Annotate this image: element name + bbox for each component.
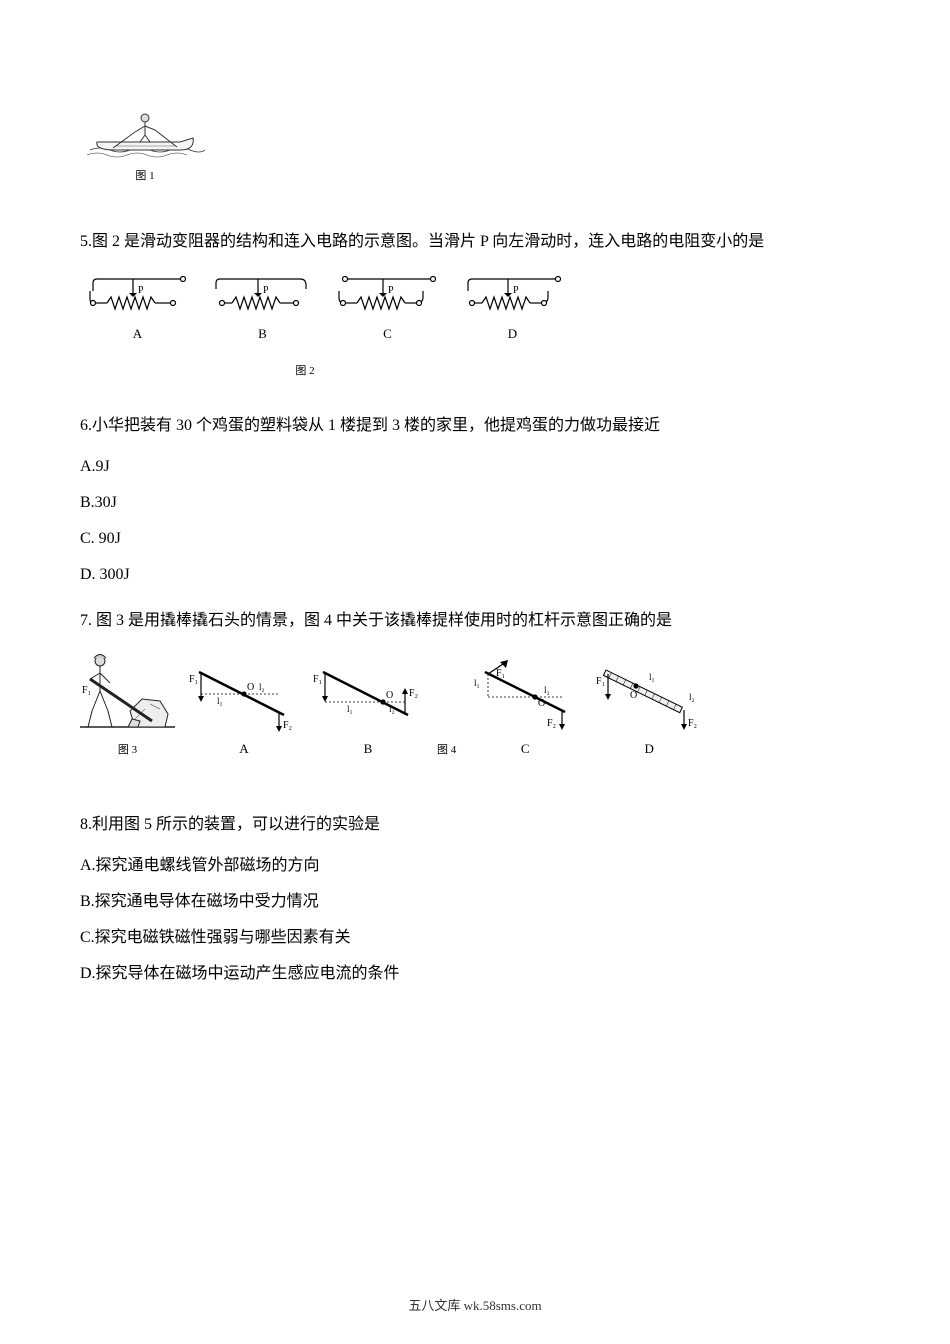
- q8-option-d: D.探究导体在磁场中运动产生感应电流的条件: [80, 958, 870, 990]
- svg-text:P: P: [513, 285, 519, 296]
- lever-d: O F₁ F₂ l₁ l₂ D: [594, 660, 704, 757]
- q7-text: 7. 图 3 是用撬棒撬石头的情景，图 4 中关于该撬棒提样使用时的杠杆示意图正…: [80, 603, 870, 638]
- lever-scene: F₁ 图 3: [80, 649, 175, 757]
- svg-text:P: P: [388, 285, 394, 296]
- label-b: B: [210, 326, 315, 342]
- rheostat-a: P A: [85, 269, 190, 342]
- svg-text:F₂: F₂: [409, 688, 418, 699]
- q6-option-c: C. 90J: [80, 523, 870, 555]
- figure-4-caption: 图 4: [437, 741, 456, 757]
- svg-text:F₁: F₁: [189, 674, 198, 685]
- q6-option-b: B.30J: [80, 487, 870, 519]
- rheostat-c: P C: [335, 269, 440, 342]
- svg-text:P: P: [138, 285, 144, 296]
- boat-figure: 图 1: [85, 100, 205, 183]
- figure-3-caption: 图 3: [80, 741, 175, 757]
- svg-text:O: O: [630, 690, 637, 701]
- svg-text:P: P: [263, 285, 269, 296]
- svg-text:O: O: [247, 682, 254, 693]
- figure-1-block: 图 1: [85, 100, 870, 184]
- lever-b: O F₁ F₂ l₁ l₂ B: [313, 660, 423, 757]
- figure-2-caption: 图 2: [85, 362, 525, 378]
- q8-option-b: B.探究通电导体在磁场中受力情况: [80, 886, 870, 918]
- svg-text:F₂: F₂: [547, 718, 556, 729]
- svg-text:l₂: l₂: [689, 692, 695, 702]
- lever-a: O F₁ F₂ l₁ l₂ A: [189, 660, 299, 757]
- svg-text:l₂: l₂: [389, 704, 395, 714]
- q6-option-d: D. 300J: [80, 559, 870, 591]
- q5-text: 5.图 2 是滑动变阻器的结构和连入电路的示意图。当滑片 P 向左滑动时，连入电…: [80, 224, 870, 259]
- q8-option-c: C.探究电磁铁磁性强弱与哪些因素有关: [80, 922, 870, 954]
- svg-text:O: O: [538, 698, 545, 709]
- figure-2-block: P A P: [85, 269, 870, 378]
- lever-label-d: D: [594, 741, 704, 757]
- svg-text:F₁: F₁: [596, 676, 605, 687]
- figure-1-caption: 图 1: [85, 167, 205, 183]
- svg-text:l₁: l₁: [347, 704, 353, 714]
- svg-text:F₂: F₂: [283, 720, 292, 731]
- lever-label-c: C: [470, 741, 580, 757]
- footer-text: 五八文库 wk.58sms.com: [0, 1295, 950, 1314]
- rheostat-b: P B: [210, 269, 315, 342]
- q6-text: 6.小华把装有 30 个鸡蛋的塑料袋从 1 楼提到 3 楼的家里，他提鸡蛋的力做…: [80, 408, 870, 443]
- svg-text:F₂: F₂: [688, 718, 697, 729]
- svg-text:l₁: l₁: [649, 672, 655, 682]
- lever-label-a: A: [189, 741, 299, 757]
- svg-text:F₁: F₁: [496, 668, 505, 679]
- label-a: A: [85, 326, 190, 342]
- q8-option-a: A.探究通电螺线管外部磁场的方向: [80, 850, 870, 882]
- lever-label-b: B: [313, 741, 423, 757]
- q8-text: 8.利用图 5 所示的装置，可以进行的实验是: [80, 807, 870, 842]
- svg-text:l₂: l₂: [259, 682, 265, 692]
- q6-option-a: A.9J: [80, 451, 870, 483]
- svg-text:l₂: l₂: [544, 685, 550, 695]
- svg-text:F₁: F₁: [82, 685, 91, 696]
- svg-text:l₁: l₁: [474, 678, 480, 688]
- label-c: C: [335, 326, 440, 342]
- label-d: D: [460, 326, 565, 342]
- figure-4-caption-wrap: 图 4: [437, 739, 456, 757]
- svg-text:l₁: l₁: [217, 696, 223, 706]
- svg-text:O: O: [386, 690, 393, 701]
- svg-text:F₁: F₁: [313, 674, 322, 685]
- lever-c: O F₁ F₂ l₁ l₂ C: [470, 660, 580, 757]
- figure-3-4-block: F₁ 图 3 O F₁ F₂ l₁: [80, 649, 870, 757]
- rheostat-d: P D: [460, 269, 565, 342]
